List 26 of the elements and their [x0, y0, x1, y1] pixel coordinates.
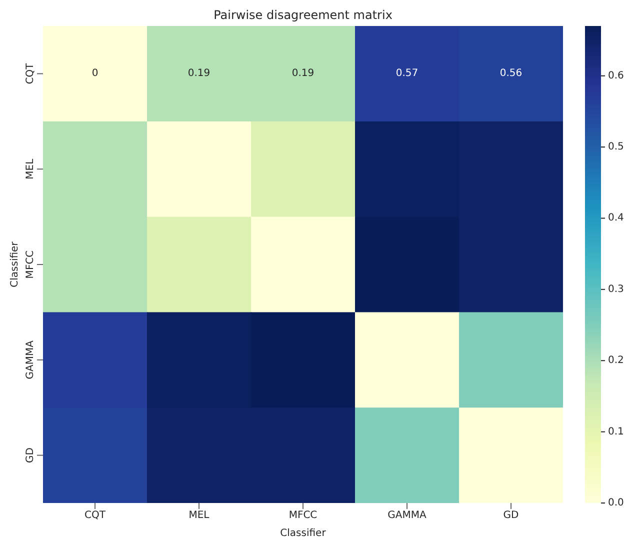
color-bar-label: 0.5 — [608, 142, 624, 153]
y-tick-label: GAMMA — [25, 340, 36, 380]
x-axis-title: Classifier — [280, 528, 327, 539]
y-tick-label: CQT — [25, 62, 36, 84]
y-tick-label: MEL — [25, 158, 36, 180]
y-axis-title: Classifier — [10, 240, 21, 288]
chart-title: Pairwise disagreement matrix — [212, 8, 394, 22]
color-bar-label: 0.6 — [608, 70, 624, 82]
x-tick-label: GAMMA — [388, 510, 426, 522]
color-bar-label: 0.1 — [608, 426, 624, 438]
data-label: 0 — [92, 68, 98, 80]
data-label: 0.56 — [500, 68, 522, 80]
color-bar-label: 0.2 — [608, 355, 624, 366]
x-tick-label: MFCC — [288, 510, 318, 522]
x-tick-label: GD — [503, 510, 520, 522]
x-tick-label: CQT — [84, 510, 106, 522]
color-scale: 0.0 0.1 0.2 0.3 0.4 0.5 0.6 — [568, 8, 628, 538]
data-label: 0.57 — [396, 68, 418, 80]
color-bar-label: 0.3 — [608, 284, 624, 295]
y-tick-label: MFCC — [25, 250, 36, 279]
data-label: 0.19 — [292, 68, 314, 80]
color-bar-label: 0.4 — [608, 212, 624, 224]
y-tick-label: GD — [25, 447, 36, 464]
color-bar-label: 0.0 — [608, 498, 624, 508]
data-label: 0.19 — [188, 68, 210, 80]
x-tick-label: MEL — [188, 510, 210, 522]
